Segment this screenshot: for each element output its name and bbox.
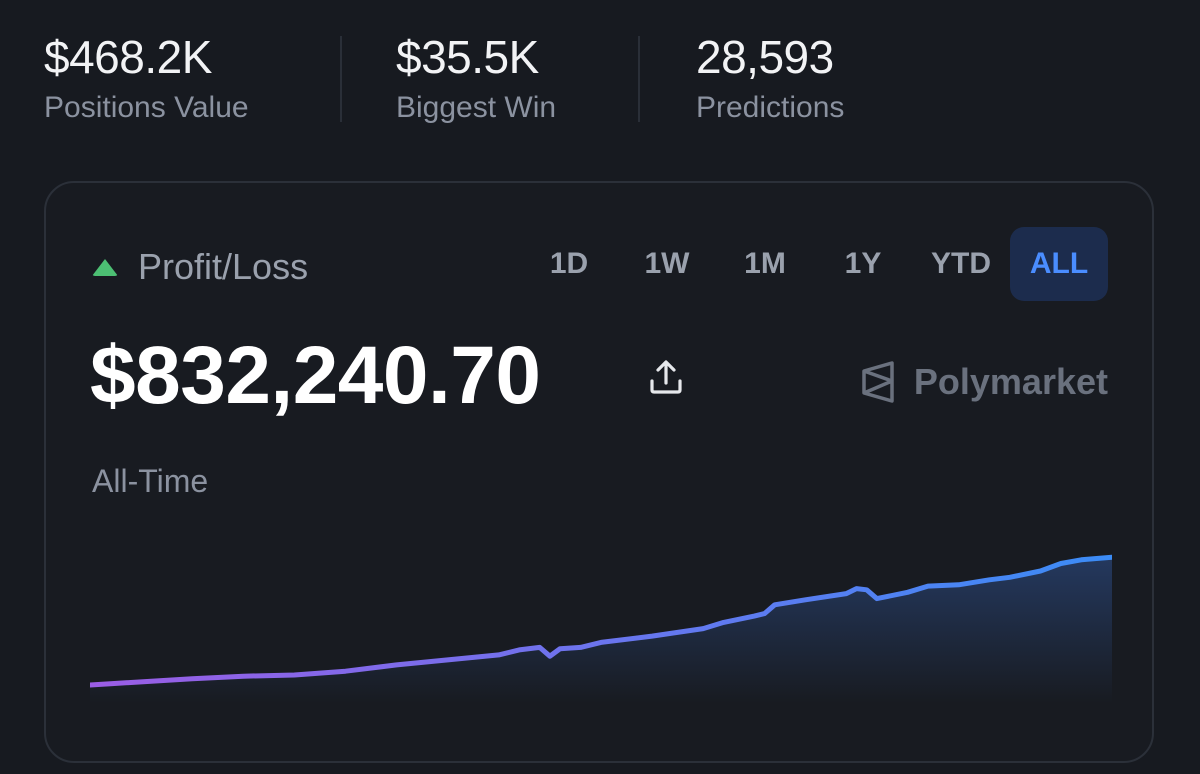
brand-polymarket: Polymarket <box>858 359 1108 405</box>
chart-area-fill <box>90 557 1112 703</box>
stat-divider <box>340 36 342 122</box>
range-tab-1m[interactable]: 1M <box>744 247 786 280</box>
stat-predictions: 28,593 Predictions <box>696 30 844 126</box>
profit-loss-card: Profit/Loss 1D 1W 1M 1Y YTD ALL $832,240… <box>44 181 1154 763</box>
profit-loss-header: Profit/Loss <box>92 245 308 289</box>
period-label: All-Time <box>92 463 209 499</box>
profit-loss-title: Profit/Loss <box>138 246 309 287</box>
range-tab-1d[interactable]: 1D <box>549 247 589 280</box>
stat-divider <box>638 36 640 122</box>
stat-positions-value: $468.2K Positions Value <box>44 30 249 126</box>
triangle-up-icon <box>92 258 118 276</box>
range-tab-1w[interactable]: 1W <box>644 247 690 280</box>
range-tab-1y[interactable]: 1Y <box>844 247 882 280</box>
profit-loss-amount: $832,240.70 <box>90 330 541 421</box>
stat-value: $468.2K <box>44 31 212 83</box>
chart-series-line <box>90 554 1112 688</box>
brand-name: Polymarket <box>913 361 1108 402</box>
stat-label: Predictions <box>696 91 845 124</box>
stat-label: Biggest Win <box>396 91 557 124</box>
share-upload-icon[interactable] <box>646 357 686 397</box>
polymarket-logo-icon <box>862 361 894 403</box>
stat-label: Positions Value <box>44 91 249 124</box>
stat-value: 28,593 <box>696 31 834 83</box>
range-tab-ytd[interactable]: YTD <box>931 247 991 280</box>
time-range-selector: 1D 1W 1M 1Y YTD ALL <box>520 227 1108 301</box>
profit-loss-chart <box>90 554 1112 703</box>
range-tab-all[interactable]: ALL <box>1010 227 1108 301</box>
stats-bar: $468.2K Positions Value $35.5K Biggest W… <box>0 0 1200 150</box>
stat-biggest-win: $35.5K Biggest Win <box>396 30 556 126</box>
stat-value: $35.5K <box>396 31 539 83</box>
